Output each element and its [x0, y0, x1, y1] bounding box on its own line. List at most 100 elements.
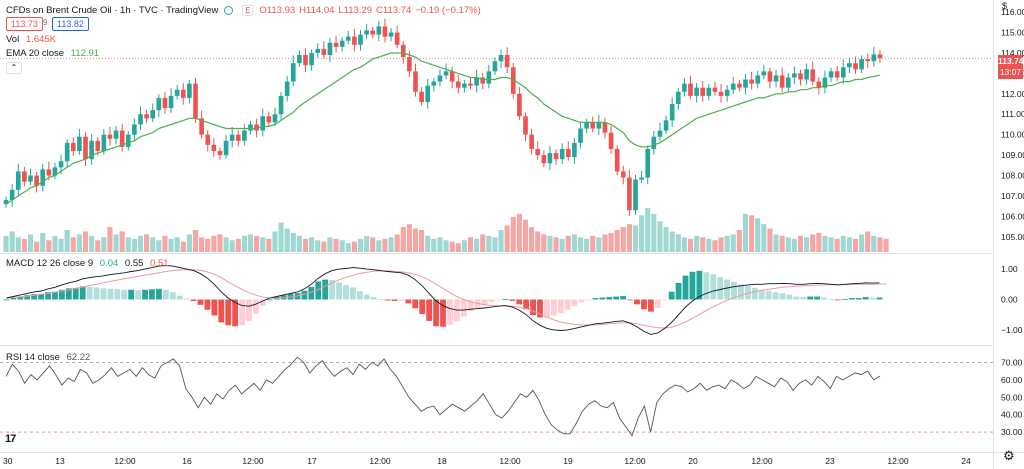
candle-body	[119, 130, 125, 147]
volume-bar	[229, 240, 235, 252]
macd-histogram-bar	[377, 299, 384, 300]
candle-body	[572, 142, 577, 158]
volume-bar	[406, 224, 412, 252]
candle-body	[83, 136, 88, 160]
volume-bar	[724, 235, 730, 252]
candle-body	[688, 83, 693, 96]
rsi-legend[interactable]: RSI 14 close 62.22	[6, 352, 94, 363]
events-icon[interactable]: E	[242, 4, 254, 16]
volume-bar	[871, 235, 877, 252]
macd-histogram-bar	[79, 286, 86, 300]
candle-body	[492, 61, 498, 72]
candle-body	[608, 132, 614, 149]
volume-bar	[681, 237, 687, 252]
candle-body	[602, 122, 608, 133]
price-axis-tick: 109.00	[1001, 150, 1024, 160]
candle-body	[217, 151, 223, 156]
volume-bar	[82, 231, 89, 252]
macd-histogram-bar	[45, 292, 51, 300]
macd-histogram-bar	[3, 299, 10, 301]
tradingview-logo-icon[interactable]: 17	[5, 433, 16, 445]
volume-bar	[272, 231, 278, 252]
ohlc-open: O113.93	[259, 4, 296, 16]
ema-legend[interactable]: EMA 20 close 112.91	[6, 48, 103, 59]
macd-histogram-bar	[114, 289, 121, 300]
candle-body	[168, 95, 174, 109]
macd-histogram-bar	[336, 282, 342, 300]
candle-body	[498, 55, 504, 62]
macd-histogram-bar	[530, 299, 536, 316]
candle-body	[779, 75, 785, 88]
candle-body	[663, 120, 669, 131]
candle-body	[144, 114, 149, 119]
price-axis-tick: 105.00	[1001, 232, 1024, 242]
candle-body	[242, 130, 247, 141]
candle-body	[333, 42, 339, 47]
macd-histogram-bar	[828, 299, 834, 300]
candle-body	[712, 87, 718, 92]
price-axis-tick: 107.00	[1001, 191, 1024, 201]
volume-bar	[351, 241, 357, 252]
macd-legend[interactable]: MACD 12 26 close 9 0.04 0.55 0.51	[6, 258, 173, 269]
volume-bar	[52, 235, 58, 252]
candle-body	[15, 171, 21, 190]
candle-body	[419, 91, 424, 102]
candle-body	[761, 71, 767, 76]
volume-bar	[223, 237, 229, 252]
macd-histogram-bar	[578, 299, 585, 303]
macd-histogram-bar	[765, 290, 772, 300]
symbol-title[interactable]: CFDs on Brent Crude Oil · 1h · TVC · Tra…	[6, 4, 219, 16]
price-axis-tick: 116.00	[1001, 7, 1024, 17]
macd-histogram-bar	[169, 292, 176, 300]
last-price-value: 113.74	[998, 56, 1024, 66]
macd-histogram-bar	[86, 286, 93, 300]
time-axis-tick: 12:00	[751, 456, 773, 466]
candle-body	[52, 167, 58, 176]
sell-button[interactable]: 113.73	[6, 17, 43, 31]
candle-body	[633, 179, 638, 211]
volume-bar	[266, 238, 272, 252]
macd-histogram-bar	[613, 296, 620, 300]
volume-legend[interactable]: Vol 1.645K	[6, 34, 60, 45]
volume-bar	[455, 243, 461, 252]
volume-bar	[327, 237, 333, 252]
buy-button[interactable]: 113.82	[52, 17, 89, 31]
candle-body	[645, 148, 651, 178]
chevron-up-icon[interactable]: ⌃	[6, 62, 22, 74]
candle-body	[578, 128, 583, 143]
candle-body	[138, 114, 143, 125]
candle-body	[706, 87, 712, 96]
macd-histogram-bar	[343, 285, 349, 300]
candle-body	[596, 122, 602, 129]
volume-bar	[309, 237, 315, 252]
gear-icon[interactable]: ⚙	[1003, 448, 1015, 463]
currency-icon[interactable]: $	[1002, 1, 1008, 11]
chart-header: CFDs on Brent Crude Oil · 1h · TVC · Tra…	[6, 2, 485, 18]
macd-histogram-bar	[135, 290, 142, 300]
volume-value: 1.645K	[25, 34, 56, 45]
volume-bar	[425, 235, 431, 252]
volume-bar	[21, 238, 27, 252]
candle-body	[107, 134, 113, 139]
macd-histogram-bar	[10, 298, 17, 300]
macd-label: MACD 12 26 close 9	[6, 258, 94, 269]
volume-bar	[278, 222, 284, 252]
macd-histogram-bar	[72, 287, 79, 300]
macd-histogram-bar	[848, 298, 855, 300]
candle-body	[547, 153, 553, 164]
volume-bar	[247, 234, 254, 252]
candle-body	[669, 104, 675, 121]
volume-bar	[504, 225, 510, 252]
candle-body	[828, 71, 834, 78]
candle-body	[376, 26, 382, 35]
macd-histogram-bar	[149, 289, 155, 300]
candle-body	[260, 116, 266, 131]
macd-histogram-bar	[495, 299, 502, 301]
candle-body	[510, 67, 516, 94]
time-axis-tick: 12:00	[499, 456, 521, 466]
rsi-axis-tick: 30.00	[1001, 427, 1023, 437]
candle-body	[77, 136, 82, 152]
candle-body	[407, 57, 412, 72]
candle-body	[364, 30, 369, 35]
